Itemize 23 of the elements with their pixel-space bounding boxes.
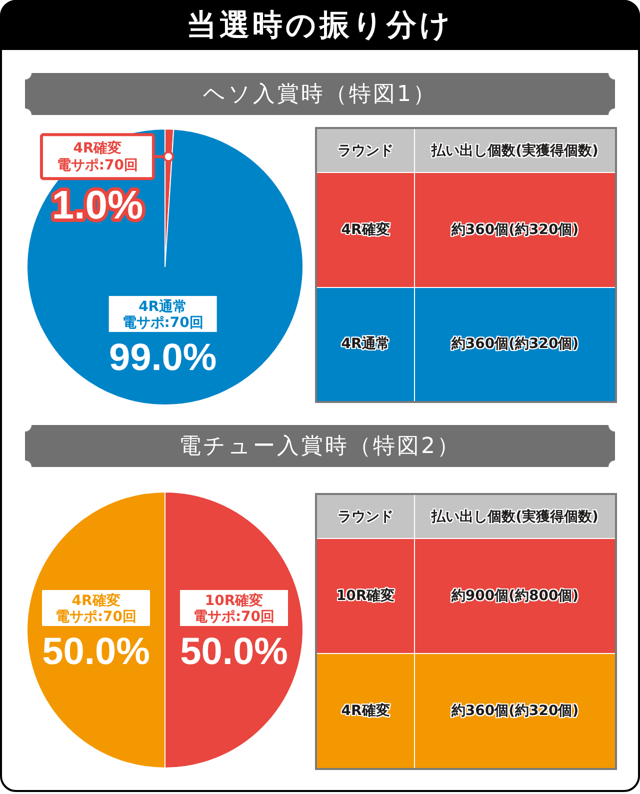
slice-label: 10R確変電サポ:70回	[193, 592, 275, 625]
chart-title: 当選時の振り分け	[0, 0, 640, 50]
chart-subtitle: ヘソ入賞時（特図1）	[25, 73, 615, 115]
text: 約360個(約320個)	[415, 173, 615, 286]
text: 10R確変	[317, 539, 414, 653]
text: 4R確変	[317, 654, 414, 768]
text: ラウンド	[317, 129, 414, 172]
text: 約900個(約800個)	[415, 539, 615, 653]
slice-label: 4R通常電サポ:70回	[122, 298, 204, 331]
text: 約360個(約320個)	[415, 654, 615, 768]
text: 払い出し個数(実獲得個数)	[415, 495, 615, 538]
text: 4R確変	[317, 173, 414, 286]
legend-label: 4R確変電サポ:70回	[56, 140, 138, 174]
data-label: 50.0%	[42, 631, 150, 673]
chart-subtitle: 電チュー入賞時（特図2）	[25, 425, 615, 467]
data-label: 1.0%	[52, 184, 144, 228]
text: 払い出し個数(実獲得個数)	[415, 129, 615, 172]
text: 約360個(約320個)	[415, 288, 615, 401]
slice-label: 4R確変電サポ:70回	[55, 592, 137, 625]
text: 4R通常	[317, 288, 414, 401]
text: ラウンド	[317, 495, 414, 538]
data-label: 50.0%	[180, 631, 288, 673]
data-label: 99.0%	[108, 336, 217, 379]
